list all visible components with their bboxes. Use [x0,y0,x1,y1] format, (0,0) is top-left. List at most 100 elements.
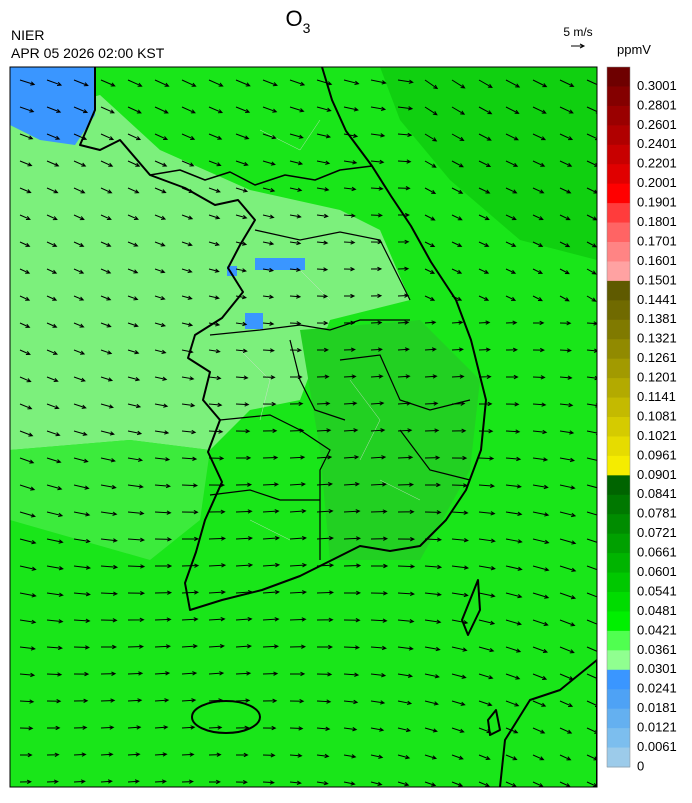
wind-arrow [235,375,249,380]
wind-arrow [532,511,550,517]
wind-arrow [478,401,493,407]
wind-arrow [181,644,198,649]
wind-arrow [451,374,465,379]
colorbar-swatch [607,67,630,87]
wind-arrow [532,673,548,680]
wind-arrow [451,455,468,461]
wind-arrow [505,673,521,680]
wind-arrow [181,617,199,622]
wind-arrow [532,402,547,407]
wind-arrow [208,322,221,327]
wind-arrow [505,781,517,787]
wind-arrow [181,214,194,220]
wind-arrow [289,644,306,649]
wind-arrow [559,320,572,326]
wind-arrow [127,644,144,649]
wind-arrow [262,644,279,649]
wind-arrow [370,213,383,218]
wind-arrow [532,754,545,761]
wind-arrow [262,509,280,514]
wind-arrow [505,565,523,571]
wind-arrow [46,645,63,651]
wind-arrow [532,133,547,141]
wind-arrow [343,213,356,218]
wind-arrow [262,780,275,785]
wind-arrow [289,347,302,353]
wind-arrow [208,429,224,434]
wind-arrow [532,214,544,221]
wind-arrow [451,133,465,142]
wind-arrow [478,160,492,167]
wind-arrow [559,727,573,734]
wind-arrow [424,564,443,570]
wind-arrow [316,753,330,759]
wind-arrow [262,214,275,219]
wind-arrow [505,511,523,517]
wind-arrow [370,781,383,786]
wind-arrow [343,781,356,786]
colorbar-label: 0.1021 [637,428,677,443]
wind-arrow [397,754,411,760]
wind-arrow [424,781,437,787]
wind-arrow [559,187,572,194]
wind-arrow [262,535,280,541]
colorbar-swatch [607,553,630,574]
wind-arrow [262,106,278,113]
wind-arrow [316,401,331,406]
wind-arrow [316,160,331,165]
title-subscript: 3 [303,20,311,36]
wind-arrow [100,484,117,490]
wind-arrow [316,780,329,786]
wind-arrow [262,348,275,353]
colorbar-swatch [607,455,630,476]
wind-arrow [289,267,302,272]
wind-arrow [343,699,359,705]
wind-arrow [100,671,117,676]
wind-arrow [73,538,91,544]
colorbar-swatch [607,378,630,399]
wind-arrow [208,79,224,87]
ozone-field-low [227,266,237,276]
wind-arrow [181,698,197,703]
wind-arrow [343,590,362,596]
wind-arrow [505,456,522,462]
wind-arrow [73,671,90,677]
wind-arrow [154,590,173,595]
wind-arrow [559,619,576,627]
wind-arrow [19,511,36,518]
colorbar-label: 0.0841 [637,486,677,501]
wind-arrow [424,106,438,116]
wind-arrow [235,482,253,487]
wind-arrow [73,484,90,490]
wind-arrow [505,538,523,544]
wind-arrow [316,187,330,192]
wind-arrow [208,268,220,273]
wind-arrow [46,322,58,328]
wind-arrow [46,752,60,757]
colorbar-swatch [607,611,630,632]
wind-arrow [19,79,36,86]
wind-arrow [586,430,597,436]
wind-arrow [73,241,85,247]
colorbar-label: 0.0601 [637,564,677,579]
wind-arrow [208,725,223,730]
wind-arrow [100,779,113,784]
wind-arrow [262,482,280,487]
wind-arrow [559,484,576,490]
wind-arrow [46,160,60,167]
colorbar-swatch [607,86,630,107]
wind-arrow [19,779,32,785]
colorbar-swatch [607,650,630,671]
wind-arrow [181,483,199,488]
wind-arrow [343,428,359,433]
wind-arrow [19,376,32,383]
colorbar-swatch [607,164,630,185]
wind-arrow [532,268,544,274]
wind-arrow [370,266,383,272]
wind-arrow [235,79,251,87]
wind-arrow [370,374,384,379]
wind-arrow [370,133,386,138]
wind-arrow [235,589,253,595]
wind-arrow [127,322,139,328]
wind-arrow [235,671,252,676]
